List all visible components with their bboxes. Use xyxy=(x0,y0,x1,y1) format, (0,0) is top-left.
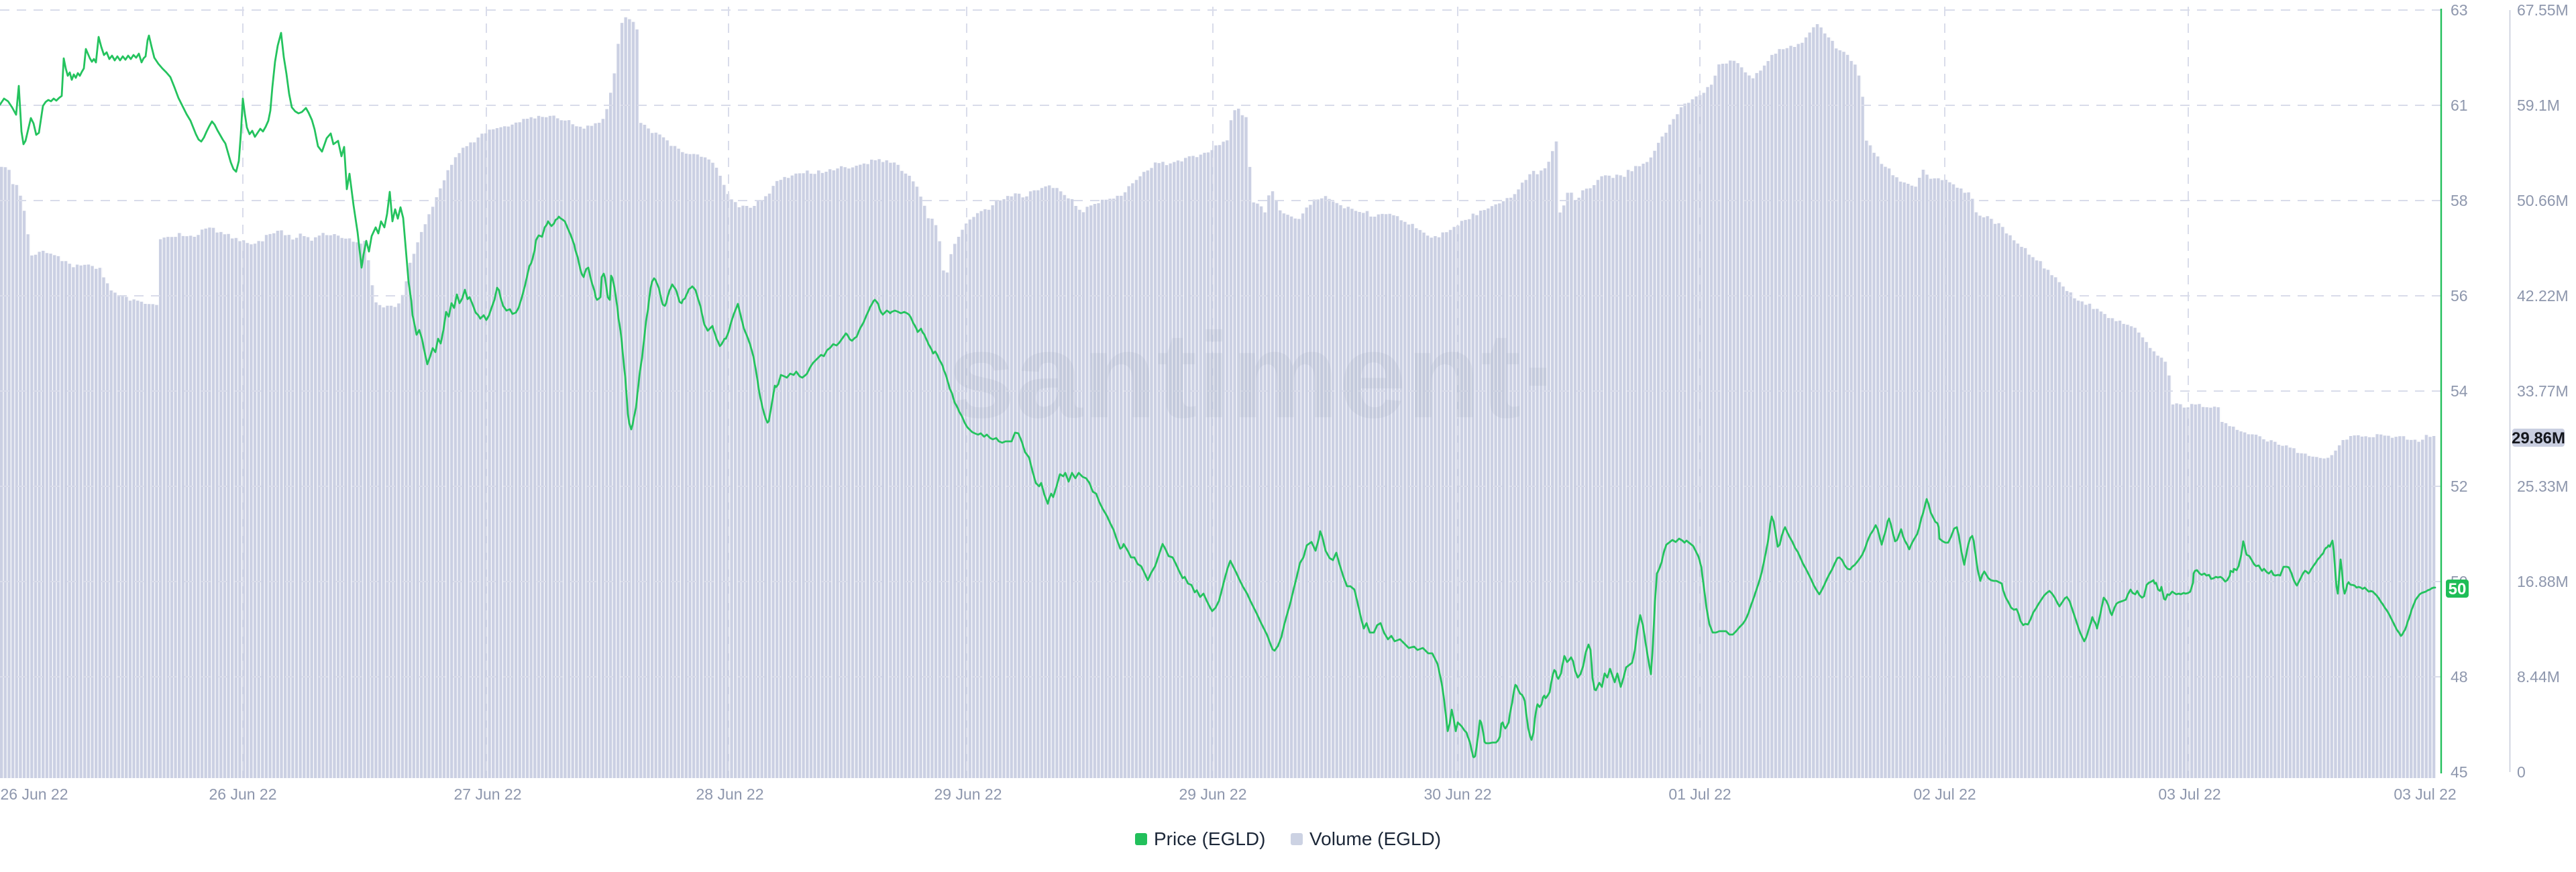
svg-text:02 Jul 22: 02 Jul 22 xyxy=(1913,785,1976,803)
svg-text:16.88M: 16.88M xyxy=(2517,573,2569,590)
svg-text:8.44M: 8.44M xyxy=(2517,668,2560,686)
svg-text:56: 56 xyxy=(2451,287,2468,305)
svg-text:29 Jun 22: 29 Jun 22 xyxy=(934,785,1002,803)
svg-text:48: 48 xyxy=(2451,668,2468,686)
svg-text:25.33M: 25.33M xyxy=(2517,478,2569,495)
svg-text:42.22M: 42.22M xyxy=(2517,287,2569,305)
svg-text:63: 63 xyxy=(2451,1,2468,19)
svg-text:52: 52 xyxy=(2451,478,2468,495)
svg-text:03 Jul 22: 03 Jul 22 xyxy=(2394,785,2456,803)
svg-text:45: 45 xyxy=(2451,763,2468,781)
svg-text:58: 58 xyxy=(2451,192,2468,209)
svg-text:59.1M: 59.1M xyxy=(2517,97,2560,114)
svg-text:29.86M: 29.86M xyxy=(2512,429,2565,447)
svg-text:50.66M: 50.66M xyxy=(2517,192,2569,209)
svg-text:33.77M: 33.77M xyxy=(2517,382,2569,400)
svg-text:santiment·: santiment· xyxy=(947,308,1561,443)
svg-text:29 Jun 22: 29 Jun 22 xyxy=(1179,785,1246,803)
svg-text:01 Jul 22: 01 Jul 22 xyxy=(1668,785,1731,803)
svg-text:26 Jun 22: 26 Jun 22 xyxy=(0,785,68,803)
svg-text:54: 54 xyxy=(2451,382,2468,400)
svg-text:28 Jun 22: 28 Jun 22 xyxy=(696,785,763,803)
svg-text:03 Jul 22: 03 Jul 22 xyxy=(2158,785,2220,803)
svg-text:27 Jun 22: 27 Jun 22 xyxy=(453,785,521,803)
svg-text:Price (EGLD): Price (EGLD) xyxy=(1154,828,1265,849)
svg-text:50: 50 xyxy=(2449,580,2467,598)
svg-text:61: 61 xyxy=(2451,97,2468,114)
svg-text:30 Jun 22: 30 Jun 22 xyxy=(1424,785,1491,803)
svg-text:Volume (EGLD): Volume (EGLD) xyxy=(1309,828,1441,849)
svg-text:67.55M: 67.55M xyxy=(2517,1,2569,19)
svg-text:0: 0 xyxy=(2517,763,2526,781)
svg-text:26 Jun 22: 26 Jun 22 xyxy=(209,785,276,803)
